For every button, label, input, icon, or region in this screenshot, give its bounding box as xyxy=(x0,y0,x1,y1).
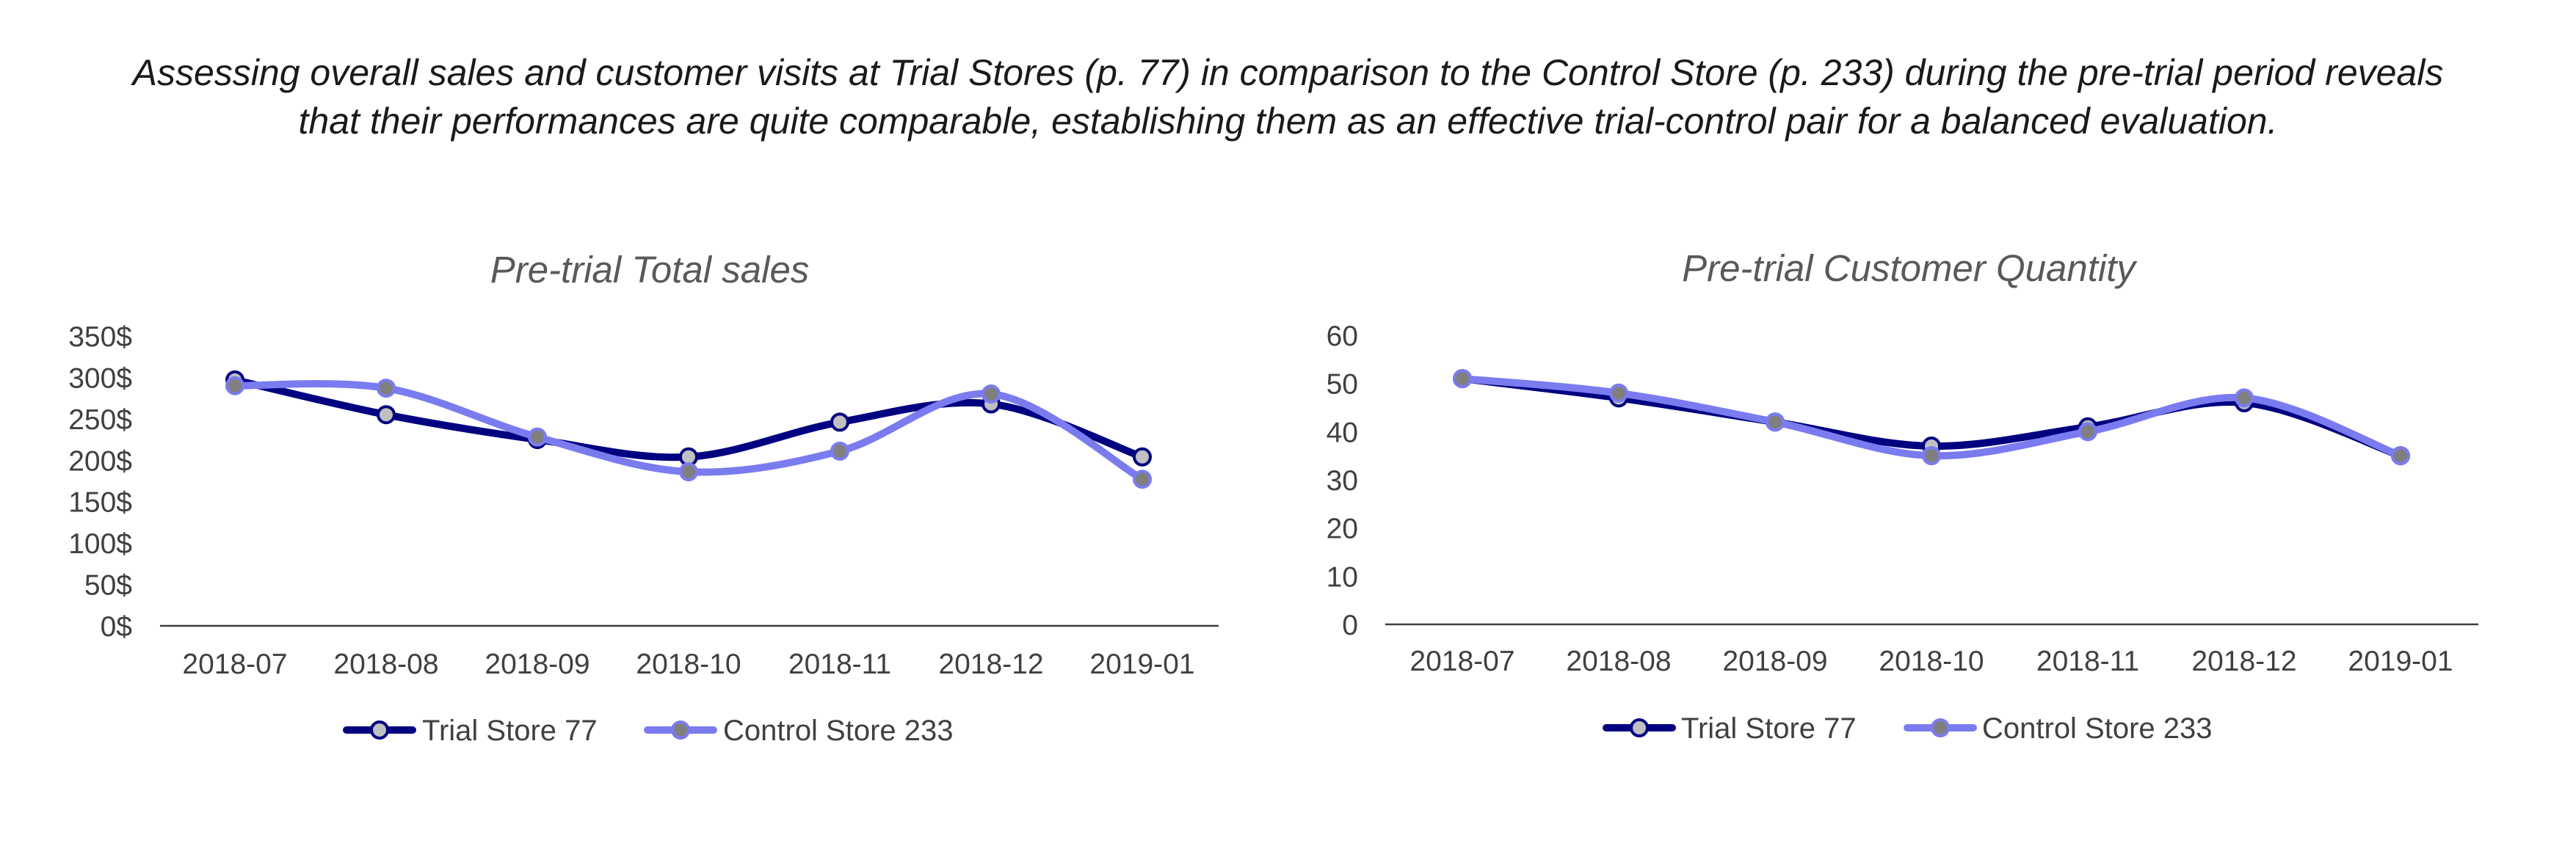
y-tick-label: 350$ xyxy=(68,321,132,353)
y-tick-label: 10 xyxy=(1327,561,1358,593)
chart-2: Pre-trial Customer Quantity 0 10 20 30 40 50 60… xyxy=(1327,247,2478,745)
x-tick-label: 2018-09 xyxy=(1722,646,1827,677)
y-tick-label: 0$ xyxy=(101,611,133,643)
headline-line-2: that their performances are quite compar… xyxy=(298,101,2278,142)
x-tick-label: 2018-11 xyxy=(2036,646,2139,677)
y-tick-label: 300$ xyxy=(68,362,132,394)
legend-label: Trial Store 77 xyxy=(422,715,598,747)
y-tick-label: 50 xyxy=(1327,369,1358,401)
data-point xyxy=(1133,470,1152,489)
chart-title: Pre-trial Total sales xyxy=(490,249,810,291)
x-tick-label: 2018-08 xyxy=(333,649,438,680)
y-tick-label: 40 xyxy=(1327,417,1358,448)
data-point xyxy=(1609,383,1628,403)
y-tick-label: 60 xyxy=(1327,321,1358,352)
y-tick-label: 20 xyxy=(1327,514,1358,545)
y-tick-label: 250$ xyxy=(68,404,132,436)
data-point xyxy=(2391,446,2410,466)
data-point xyxy=(225,376,244,395)
legend-marker xyxy=(1630,718,1649,737)
x-tick-label: 2018-10 xyxy=(1879,646,1984,677)
x-tick-label: 2018-09 xyxy=(485,649,589,680)
x-tick-label: 2018-11 xyxy=(788,649,891,680)
series-line xyxy=(231,376,1146,461)
legend-label: Trial Store 77 xyxy=(1681,712,1857,745)
legend-label: Control Store 233 xyxy=(723,715,954,747)
x-tick-label: 2018-10 xyxy=(636,649,741,680)
legend-label: Control Store 233 xyxy=(1982,712,2213,745)
data-point xyxy=(679,462,698,482)
x-tick-label: 2018-08 xyxy=(1566,646,1671,677)
x-tick-label: 2018-07 xyxy=(1409,646,1514,677)
headline-text: Assessing overall sales and customer vis… xyxy=(0,48,2576,145)
legend-marker xyxy=(1931,718,1950,737)
chart-title: Pre-trial Customer Quantity xyxy=(1682,247,2138,289)
data-point xyxy=(830,441,849,461)
data-point xyxy=(1766,412,1785,432)
data-point xyxy=(377,379,396,398)
headline-line-1: Assessing overall sales and customer vis… xyxy=(132,52,2444,93)
x-tick-label: 2018-12 xyxy=(2191,646,2296,677)
y-tick-label: 50$ xyxy=(84,570,132,602)
y-tick-label: 30 xyxy=(1327,465,1358,497)
legend-marker xyxy=(671,720,690,740)
data-point xyxy=(982,384,1001,404)
data-point xyxy=(830,412,849,432)
data-point xyxy=(377,405,396,425)
data-point xyxy=(2078,422,2097,442)
y-tick-label: 0 xyxy=(1342,610,1358,641)
data-point xyxy=(2235,388,2254,408)
data-point xyxy=(1453,369,1472,389)
y-tick-label: 200$ xyxy=(68,445,132,477)
data-point xyxy=(528,427,547,447)
y-tick-label: 150$ xyxy=(68,487,132,519)
x-tick-label: 2018-07 xyxy=(182,649,287,680)
x-tick-label: 2019-01 xyxy=(2348,646,2453,677)
y-tick-label: 100$ xyxy=(68,528,132,560)
data-point xyxy=(1133,447,1152,467)
chart-1: Pre-trial Total sales 0$ 50$ 100$ 150$ 200$ 25… xyxy=(68,249,1219,747)
data-point xyxy=(1922,446,1941,466)
x-tick-label: 2019-01 xyxy=(1089,649,1194,680)
x-tick-label: 2018-12 xyxy=(938,649,1043,680)
legend-marker xyxy=(370,720,389,740)
